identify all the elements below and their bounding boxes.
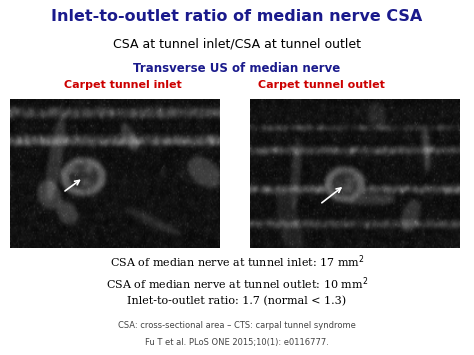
Text: CSA: cross-sectional area – CTS: carpal tunnel syndrome: CSA: cross-sectional area – CTS: carpal … — [118, 321, 356, 330]
Text: Fu T et al. PLoS ONE 2015;10(1): e0116777.: Fu T et al. PLoS ONE 2015;10(1): e011677… — [145, 338, 329, 347]
Text: Transverse US of median nerve: Transverse US of median nerve — [133, 62, 341, 75]
Text: CSA of median nerve at tunnel outlet: 10 mm$^2$: CSA of median nerve at tunnel outlet: 10… — [106, 275, 368, 292]
Text: CSA at tunnel inlet/CSA at tunnel outlet: CSA at tunnel inlet/CSA at tunnel outlet — [113, 37, 361, 50]
Text: Carpet tunnel inlet: Carpet tunnel inlet — [64, 80, 182, 90]
Text: CSA of median nerve at tunnel inlet: 17 mm$^2$: CSA of median nerve at tunnel inlet: 17 … — [109, 254, 365, 271]
Text: Carpet tunnel outlet: Carpet tunnel outlet — [258, 80, 385, 90]
Text: Inlet-to-outlet ratio of median nerve CSA: Inlet-to-outlet ratio of median nerve CS… — [51, 9, 423, 24]
Text: Inlet-to-outlet ratio: 1.7 (normal < 1.3): Inlet-to-outlet ratio: 1.7 (normal < 1.3… — [128, 296, 346, 307]
